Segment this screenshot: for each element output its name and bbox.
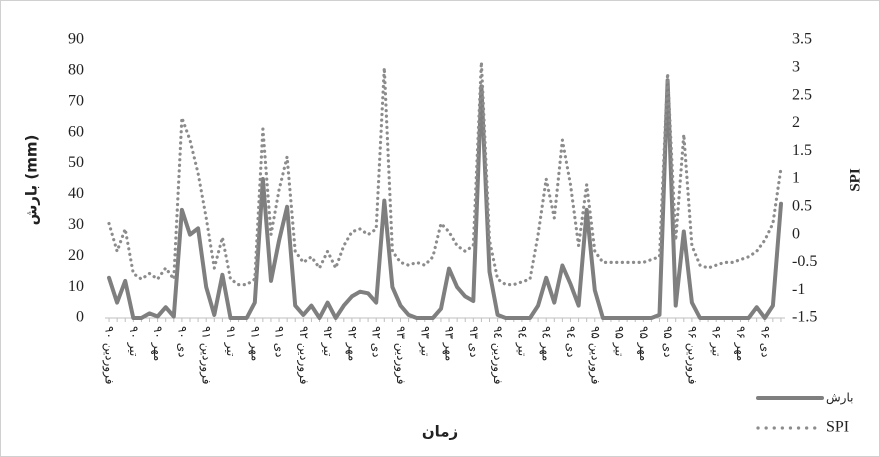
y2-tick-label: -1.5 bbox=[792, 309, 817, 326]
x-tick-label: دی ۹۲ bbox=[370, 326, 384, 357]
x-tick-label: فروردین ۹۳ bbox=[393, 326, 408, 384]
y-tick-label: 40 bbox=[68, 185, 84, 202]
x-tick-label: دی ۹۳ bbox=[467, 326, 481, 357]
y2-tick-label: 0.5 bbox=[792, 197, 812, 214]
y2-tick-label: 1 bbox=[792, 170, 800, 187]
y2-axis-title: SPI bbox=[847, 168, 863, 192]
x-tick-label: دی ۹٤ bbox=[564, 326, 578, 357]
x-tick-label: مهر ۹۱ bbox=[247, 326, 262, 361]
x-tick-label: تیر ۹۲ bbox=[320, 326, 335, 356]
series-line bbox=[107, 78, 783, 320]
y-tick-label: 0 bbox=[76, 309, 84, 326]
y-tick-label: 30 bbox=[68, 216, 84, 233]
y2-tick-label: 2.5 bbox=[792, 86, 812, 103]
x-tick-label: مهر ۹۲ bbox=[344, 326, 359, 361]
y-tick-label: 90 bbox=[68, 31, 84, 48]
y2-tick-label: 3 bbox=[792, 58, 800, 75]
y-tick-label: 20 bbox=[68, 247, 84, 264]
x-tick-label: فروردین ۹۵ bbox=[587, 326, 602, 384]
x-tick-label: فروردین ۹۶ bbox=[684, 326, 699, 384]
y-axis-title: بارش (mm) bbox=[23, 135, 41, 226]
x-tick-label: تیر ۹۰ bbox=[126, 326, 141, 356]
y2-tick-label: 0 bbox=[792, 225, 800, 242]
x-tick-label: فروردین ۹۰ bbox=[102, 326, 117, 384]
x-tick-label: مهر ۹۶ bbox=[733, 326, 748, 361]
y-tick-label: 50 bbox=[68, 154, 84, 171]
y-tick-label: 60 bbox=[68, 123, 84, 140]
x-tick-label: دی ۹۱ bbox=[273, 326, 287, 357]
x-tick-label: تیر ۹۶ bbox=[709, 326, 724, 356]
y-tick-label: 10 bbox=[68, 278, 84, 295]
legend-label: SPI bbox=[826, 419, 849, 436]
y-tick-label: 70 bbox=[68, 92, 84, 109]
x-tick-label: فروردین ۹٤ bbox=[490, 326, 505, 384]
x-tick-label: تیر ۹۵ bbox=[612, 326, 627, 356]
legend-label: بارش bbox=[826, 391, 853, 406]
y2-tick-label: -0.5 bbox=[792, 253, 817, 270]
y2-tick-label: 1.5 bbox=[792, 142, 812, 159]
y2-tick-label: 3.5 bbox=[792, 31, 812, 48]
x-tick-label: دی ۹۶ bbox=[758, 326, 772, 357]
y-tick-label: 80 bbox=[68, 62, 84, 79]
x-tick-label: مهر ۹۳ bbox=[442, 326, 457, 361]
x-tick-label: فروردین ۹۱ bbox=[199, 326, 214, 384]
x-tick-label: تیر ۹٤ bbox=[514, 326, 529, 356]
y2-tick-label: 2 bbox=[792, 114, 800, 131]
x-tick-label: مهر ۹۰ bbox=[150, 326, 165, 361]
y2-tick-label: -1 bbox=[792, 281, 805, 298]
x-tick-label: دی ۹۵ bbox=[661, 326, 675, 357]
x-tick-label: مهر ۹٤ bbox=[539, 326, 554, 361]
x-tick-label: فروردین ۹۲ bbox=[296, 326, 311, 384]
x-tick-label: تیر ۹۳ bbox=[417, 326, 432, 356]
x-tick-label: دی ۹۰ bbox=[175, 326, 189, 357]
x-tick-label: تیر ۹۱ bbox=[223, 326, 238, 356]
x-tick-label: مهر ۹۵ bbox=[636, 326, 651, 361]
x-axis-title: زمان bbox=[422, 423, 458, 441]
